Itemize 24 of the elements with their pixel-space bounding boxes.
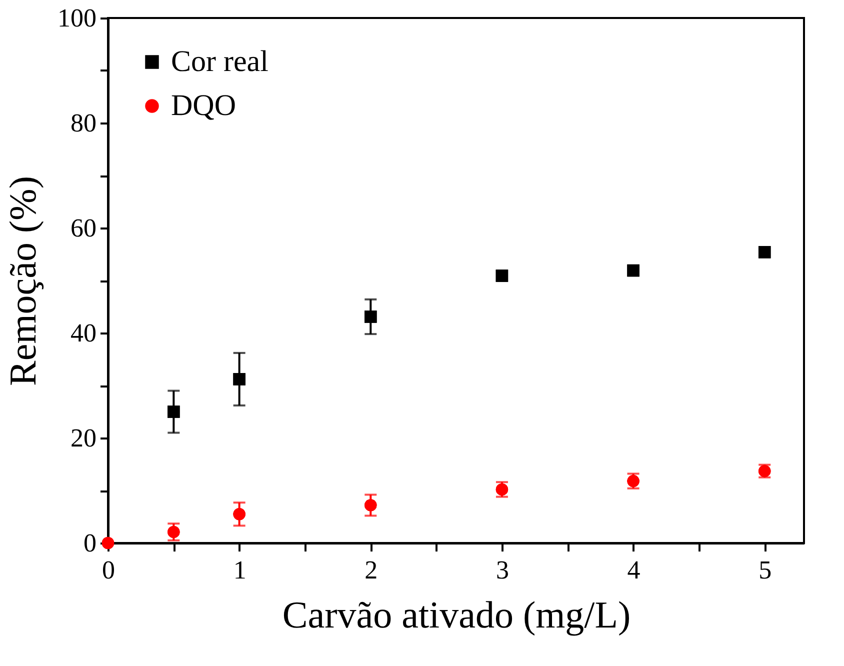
point: [168, 526, 180, 538]
legend-label: Cor real: [171, 45, 268, 78]
point: [233, 373, 246, 386]
y-tick-label: 40: [70, 318, 96, 348]
x-tick-label: 0: [102, 556, 115, 584]
point: [758, 246, 771, 258]
y-tick-label: 20: [70, 424, 96, 452]
point: [233, 508, 246, 520]
y-axis-title: Remoção (%): [2, 176, 44, 386]
x-tick-label: 4: [627, 556, 640, 584]
legend-label: DQO: [171, 89, 236, 122]
y-tick-label: 100: [58, 4, 96, 32]
x-tick-label: 2: [364, 556, 378, 584]
y-tick-label: 80: [70, 108, 96, 138]
y-tick-label: 60: [70, 214, 96, 242]
point: [168, 406, 180, 418]
x-tick-label: 5: [758, 556, 772, 584]
x-tick-label: 1: [233, 556, 246, 584]
x-tick-label: 3: [496, 556, 509, 584]
point: [627, 264, 640, 277]
x-axis-title: Carvão ativado (mg/L): [282, 594, 631, 636]
y-tick-label: 0: [84, 528, 96, 558]
point: [364, 310, 377, 323]
point: [364, 499, 377, 512]
